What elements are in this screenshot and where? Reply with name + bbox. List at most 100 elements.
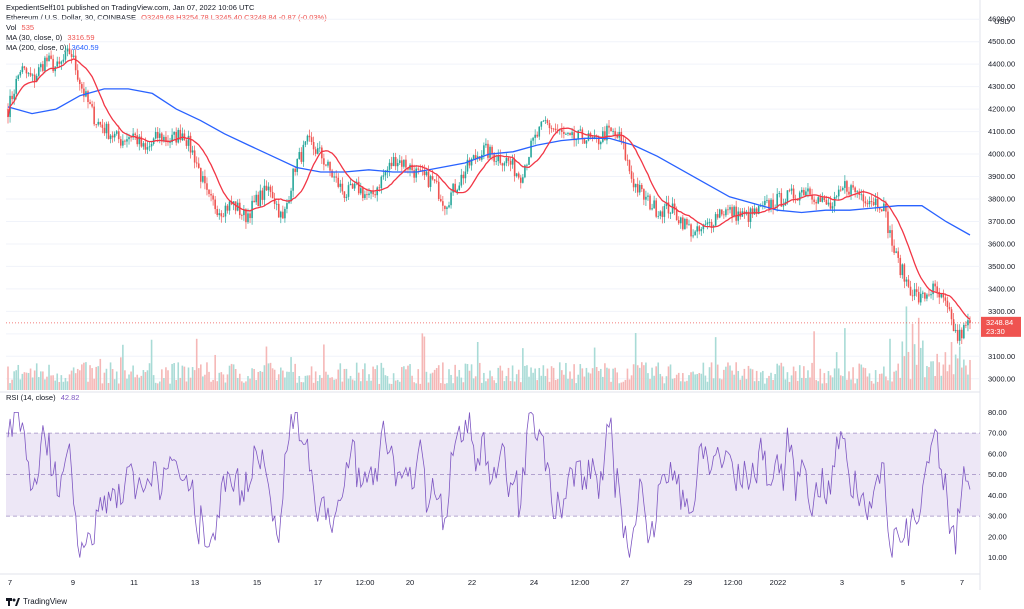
- volume-bar: [109, 362, 112, 390]
- volume-bar: [146, 370, 149, 390]
- volume-bar: [269, 362, 272, 390]
- candle-body: [792, 188, 795, 199]
- candle-body: [21, 66, 24, 72]
- candle-body: [483, 145, 485, 155]
- candle-body: [895, 251, 897, 253]
- tradingview-brand[interactable]: TradingView: [6, 597, 67, 606]
- volume-bar: [659, 373, 662, 390]
- candle-body: [257, 194, 260, 207]
- volume-bar: [618, 383, 621, 390]
- candle-body: [450, 192, 452, 206]
- candle-body: [261, 190, 264, 200]
- volume-bar: [431, 372, 434, 390]
- volume-legend: Vol 535: [6, 23, 37, 32]
- candle-body: [880, 209, 883, 212]
- volume-bar: [343, 368, 346, 390]
- volume-bar: [583, 376, 586, 390]
- candle-body: [772, 199, 774, 208]
- volume-bar: [306, 375, 309, 390]
- price-tick-label: 3900.00: [988, 172, 1015, 181]
- candle-body: [11, 95, 13, 100]
- volume-bar: [936, 353, 938, 390]
- volume-bar: [308, 375, 311, 390]
- volume-bar: [524, 365, 526, 390]
- candle-body: [532, 137, 534, 141]
- candle-body: [911, 295, 914, 297]
- candle-body: [308, 135, 311, 138]
- volume-bar: [811, 362, 813, 390]
- volume-bar: [271, 368, 274, 390]
- candle-body: [702, 224, 705, 230]
- volume-bar: [519, 382, 522, 390]
- candle-body: [403, 159, 405, 167]
- volume-bar: [819, 368, 822, 390]
- candle-body: [899, 257, 902, 276]
- volume-bar: [831, 377, 834, 390]
- candle-body: [165, 136, 167, 142]
- volume-bar: [731, 370, 733, 390]
- volume-bar: [97, 366, 100, 390]
- volume-bar: [7, 366, 9, 390]
- volume-bar: [212, 379, 214, 390]
- candle-body: [60, 61, 63, 64]
- volume-bar: [251, 368, 253, 390]
- volume-bar: [579, 364, 582, 390]
- candle-body: [501, 163, 504, 166]
- volume-bar: [852, 367, 854, 390]
- candle-body: [889, 230, 891, 234]
- candle-body: [431, 176, 434, 180]
- price-tick-label: 3100.00: [988, 352, 1015, 361]
- volume-bar: [232, 364, 235, 390]
- candle-body: [612, 131, 614, 132]
- candle-body: [13, 93, 15, 100]
- candle-body: [790, 188, 793, 191]
- volume-bar: [776, 363, 778, 390]
- time-tick-label: 5: [901, 578, 905, 587]
- candle-body: [144, 143, 147, 150]
- candle-body: [571, 132, 573, 136]
- volume-bar: [58, 381, 61, 390]
- candle-body: [917, 291, 920, 303]
- candle-body: [579, 129, 582, 131]
- candle-body: [286, 203, 288, 209]
- candle-body: [435, 180, 438, 182]
- volume-bar: [870, 381, 873, 390]
- candle-body: [158, 133, 161, 138]
- candle-body: [91, 104, 93, 107]
- volume-bar: [288, 371, 290, 390]
- volume-bar: [312, 382, 315, 390]
- candle-body: [134, 133, 136, 136]
- candle-body: [462, 174, 465, 179]
- countdown-text: 23:30: [986, 327, 1005, 336]
- volume-bar: [805, 378, 807, 390]
- volume-bar: [616, 372, 618, 390]
- candle-body: [230, 201, 233, 205]
- candle-body: [864, 201, 867, 204]
- volume-bar: [298, 376, 301, 390]
- volume-bar: [165, 367, 167, 390]
- candle-body: [499, 155, 502, 164]
- candle-body: [887, 211, 889, 234]
- candle-body: [396, 163, 399, 167]
- candle-body: [517, 173, 520, 178]
- volume-bar: [31, 377, 34, 390]
- volume-label: Vol: [6, 23, 17, 32]
- volume-bar: [753, 381, 756, 390]
- volume-bar: [706, 381, 709, 390]
- candle-body: [185, 140, 188, 146]
- candle-body: [78, 79, 81, 85]
- candle-body: [413, 170, 415, 178]
- volume-bar: [682, 373, 684, 390]
- candle-body: [148, 146, 151, 148]
- candle-body: [671, 203, 674, 213]
- candle-body: [316, 148, 319, 154]
- candle-body: [321, 147, 323, 159]
- time-tick-label: 22: [468, 578, 476, 587]
- rsi-tick-label: 10.00: [988, 553, 1007, 562]
- volume-bar: [704, 375, 707, 390]
- volume-bar: [193, 370, 196, 390]
- volume-bar: [745, 379, 748, 390]
- candle-body: [850, 185, 852, 195]
- volume-bar: [737, 370, 740, 390]
